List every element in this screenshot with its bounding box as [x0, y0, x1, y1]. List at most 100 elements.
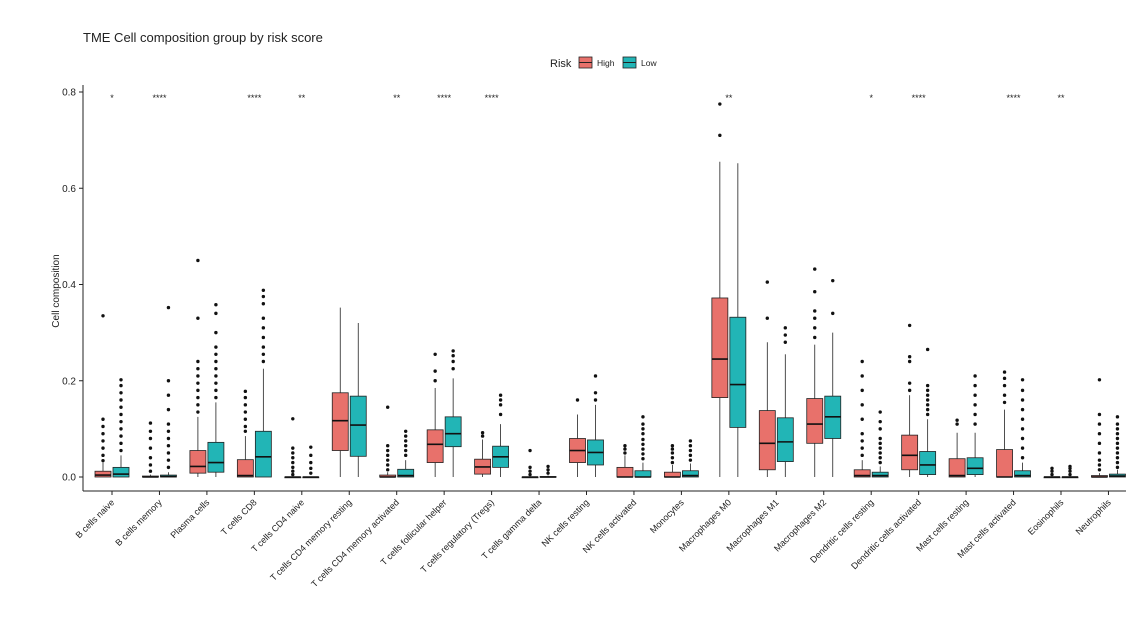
outlier-point [166, 422, 171, 426]
outlier-point [1097, 378, 1102, 382]
outlier-point [101, 446, 105, 450]
outlier-point [718, 102, 722, 106]
outlier-point [148, 436, 153, 441]
outlier-point [119, 427, 123, 431]
box-high-7 [426, 352, 444, 477]
box-high-18 [948, 418, 966, 478]
outlier-point [166, 436, 171, 441]
outlier-point [973, 393, 977, 397]
outlier-point [386, 405, 390, 409]
box-high-16 [853, 359, 871, 478]
outlier-point [1115, 436, 1120, 441]
outlier-point [101, 424, 105, 429]
outlier-point [878, 436, 882, 441]
box-iqr [729, 316, 747, 428]
outlier-point [623, 444, 627, 448]
box-iqr [871, 471, 889, 478]
box-low-1 [160, 305, 177, 478]
significance-label: ** [298, 93, 306, 103]
outlier-point [1115, 431, 1120, 436]
outlier-point [196, 381, 200, 385]
box-low-18 [966, 374, 984, 477]
outlier-point [670, 456, 675, 460]
outlier-point [813, 290, 817, 294]
outlier-point [1050, 466, 1054, 471]
outlier-point [1020, 407, 1025, 412]
outlier-point [1020, 378, 1025, 382]
outlier-point [451, 354, 455, 358]
outlier-point [480, 431, 485, 435]
outlier-point [451, 349, 455, 353]
outlier-point [1097, 431, 1102, 436]
outlier-point [166, 305, 171, 310]
outlier-point [878, 456, 882, 460]
outlier-point [641, 427, 645, 431]
outlier-point [813, 267, 817, 271]
y-tick-label: 0.8 [62, 88, 76, 99]
outlier-point [196, 367, 200, 371]
outlier-point [261, 335, 266, 340]
outlier-point [261, 294, 266, 299]
box-low-9 [539, 464, 557, 478]
outlier-point [1020, 436, 1025, 441]
box-low-5 [349, 323, 367, 477]
outlier-point [546, 464, 550, 469]
box-iqr [948, 458, 966, 478]
box-high-0 [94, 314, 112, 478]
outlier-point [196, 316, 200, 320]
outlier-point [214, 395, 218, 400]
outlier-point [386, 448, 390, 453]
outlier-point [119, 419, 123, 424]
outlier-point [907, 359, 912, 364]
box-iqr [397, 468, 415, 478]
outlier-point [309, 453, 313, 458]
outlier-point [1097, 451, 1102, 455]
outlier-point [1002, 383, 1007, 388]
outlier-point [1115, 446, 1120, 450]
outlier-point [214, 345, 218, 349]
outlier-point [973, 374, 977, 378]
box-low-13 [729, 163, 747, 477]
outlier-point [119, 378, 123, 382]
outlier-point [101, 431, 105, 436]
outlier-point [214, 381, 218, 385]
outlier-point [196, 374, 200, 378]
outlier-point [119, 405, 123, 409]
outlier-point [1020, 427, 1025, 431]
outlier-point [813, 309, 817, 313]
outlier-point [1002, 370, 1007, 374]
outlier-point [101, 458, 105, 463]
outlier-point [860, 453, 864, 458]
outlier-point [101, 453, 105, 458]
outlier-point [907, 388, 912, 393]
x-tick-label: NK cells resting [540, 497, 591, 548]
outlier-point [593, 398, 598, 402]
box-high-6 [379, 405, 397, 478]
outlier-point [860, 431, 864, 436]
outlier-point [1115, 415, 1120, 419]
outlier-point [878, 419, 882, 424]
outlier-point [688, 448, 693, 453]
significance-label: * [110, 93, 114, 103]
outlier-point [196, 403, 200, 407]
outlier-point [1097, 463, 1102, 467]
outlier-point [1068, 472, 1072, 477]
outlier-point [623, 451, 627, 455]
box-high-13 [711, 102, 729, 477]
outlier-point [261, 359, 266, 364]
outlier-point [783, 326, 787, 330]
outlier-point [291, 456, 295, 460]
y-axis-title: Cell composition [51, 254, 62, 327]
x-tick-label: Eosinophils [1026, 497, 1066, 537]
box-iqr [919, 451, 937, 475]
outlier-point [214, 388, 218, 393]
box-high-12 [664, 444, 681, 478]
outlier-point [166, 379, 171, 383]
box-high-15 [806, 267, 824, 477]
box-iqr [901, 434, 919, 471]
outlier-point [765, 316, 769, 320]
outlier-point [860, 446, 864, 450]
x-tick-label: Neutrophils [1074, 497, 1114, 537]
outlier-point [860, 359, 864, 364]
outlier-point [546, 471, 550, 475]
